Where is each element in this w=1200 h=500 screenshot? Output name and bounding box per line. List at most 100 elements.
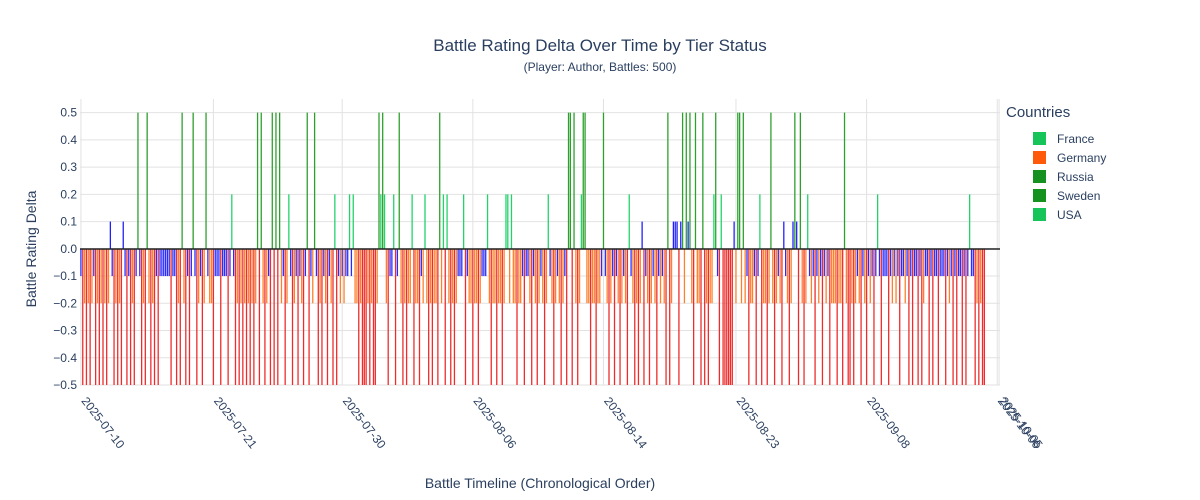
bar (439, 112, 441, 249)
bar (735, 248, 737, 304)
bar (247, 248, 250, 304)
bar (113, 248, 115, 385)
y-axis-ticks: −0.5 −0.4 −0.3 −0.2 −0.1 0.0 0.1 0.2 0.3 0.4 0.5 (53, 106, 77, 392)
bar (888, 248, 890, 385)
bar (580, 194, 583, 249)
bar (775, 248, 778, 304)
bar (696, 248, 698, 304)
bar (256, 112, 259, 249)
bar (503, 248, 505, 304)
bar (910, 248, 912, 277)
bar (685, 112, 687, 249)
bar (420, 248, 422, 277)
bar (315, 248, 318, 277)
bar (569, 112, 572, 249)
bar (669, 248, 671, 385)
bar (475, 248, 478, 304)
bar (282, 248, 284, 277)
bar (104, 248, 106, 304)
bar (939, 248, 941, 277)
bar (646, 248, 649, 304)
legend-item-sweden[interactable]: Sweden (1006, 186, 1106, 205)
bar (600, 248, 603, 277)
bar (466, 248, 468, 277)
bar (205, 112, 207, 249)
bar (978, 248, 980, 385)
bar (177, 248, 180, 304)
bar (632, 248, 634, 304)
bar (82, 248, 84, 385)
bar (875, 248, 877, 277)
bar (720, 194, 722, 249)
bar (540, 248, 542, 277)
bar (194, 248, 196, 277)
bar (797, 248, 800, 385)
bar (727, 248, 730, 385)
bar (96, 248, 99, 304)
bar (612, 248, 614, 277)
bar (862, 248, 864, 277)
bar (385, 248, 388, 304)
bar (352, 194, 354, 249)
bar (129, 248, 132, 385)
bar (459, 248, 461, 277)
bar (266, 248, 268, 304)
bar (249, 248, 251, 385)
bar (799, 112, 802, 249)
bar (207, 248, 209, 277)
bar (291, 248, 294, 385)
legend-swatch (1033, 208, 1046, 221)
bar (170, 248, 172, 385)
bar (737, 112, 739, 249)
bar (510, 194, 513, 249)
legend-item-russia[interactable]: Russia (1006, 167, 1106, 186)
bar (731, 248, 733, 385)
bar (174, 248, 176, 277)
bar (514, 248, 516, 304)
bar (152, 248, 154, 304)
bar (347, 248, 349, 277)
bar (126, 248, 128, 385)
legend-item-usa[interactable]: USA (1006, 205, 1106, 224)
bar (547, 194, 549, 249)
bar (853, 248, 855, 385)
bar (926, 248, 928, 277)
bar (409, 248, 411, 304)
bar (227, 248, 229, 385)
bar (694, 112, 697, 249)
bar (899, 248, 901, 385)
bar (845, 248, 848, 304)
bar (794, 112, 796, 249)
bar (864, 248, 866, 304)
bar (142, 248, 145, 304)
bar (404, 248, 406, 304)
bar (589, 248, 592, 385)
bar (288, 194, 290, 249)
bar (667, 112, 669, 249)
bar (418, 248, 421, 385)
bar (779, 248, 781, 304)
bar (704, 248, 706, 385)
bar (641, 221, 643, 249)
bar (842, 248, 844, 385)
bar (433, 248, 435, 304)
bar (829, 248, 831, 385)
bar (120, 248, 123, 385)
bar (786, 248, 789, 304)
legend-item-germany[interactable]: Germany (1006, 148, 1106, 167)
legend-label: Sweden (1057, 188, 1101, 203)
bar (328, 248, 330, 277)
bar (652, 248, 654, 277)
bar (186, 248, 189, 277)
legend-item-france[interactable]: France (1006, 129, 1106, 148)
bar (354, 248, 356, 304)
bar (772, 248, 774, 304)
bar (562, 248, 564, 304)
gridlines (80, 99, 1000, 386)
bar (726, 248, 728, 385)
bar (470, 248, 472, 304)
bar (702, 112, 704, 249)
bar (411, 194, 413, 249)
bar-series (80, 112, 986, 385)
bar (339, 248, 342, 304)
